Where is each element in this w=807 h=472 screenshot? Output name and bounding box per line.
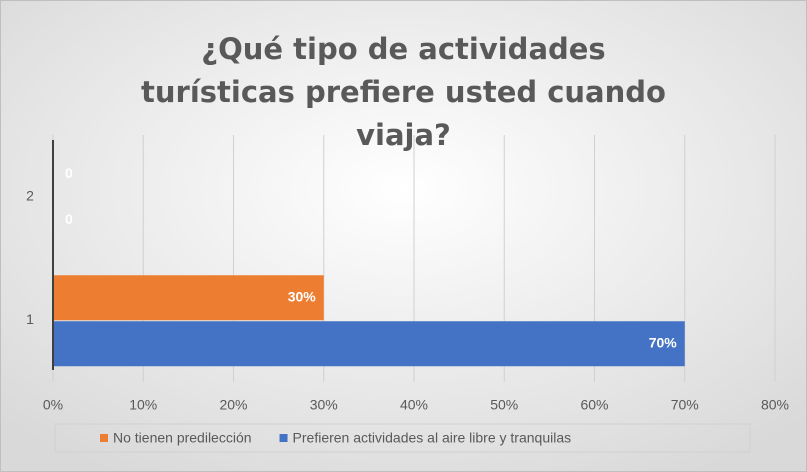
legend-swatch: [279, 434, 288, 442]
data-label: 30%: [288, 288, 317, 304]
bar: [53, 275, 324, 321]
x-tick-label: 0%: [43, 397, 63, 413]
legend-label: Prefieren actividades al aire libre y tr…: [293, 430, 572, 446]
legend-label: No tienen predilección: [113, 430, 252, 446]
legend-box: [54, 423, 751, 453]
chart-title: ¿Qué tipo de actividades turísticas pref…: [141, 32, 666, 152]
x-tick-label: 20%: [219, 397, 247, 413]
x-tick-label: 50%: [490, 397, 518, 413]
data-label: 0: [65, 165, 73, 181]
data-label: 70%: [649, 334, 678, 350]
bar: [53, 321, 685, 367]
x-tick-label: 70%: [671, 397, 699, 413]
data-label: 0: [65, 211, 73, 227]
x-tick-label: 80%: [761, 397, 789, 413]
x-tick-label: 40%: [400, 397, 428, 413]
y-tick-label: 1: [26, 311, 34, 327]
legend-swatch: [100, 434, 108, 442]
x-tick-label: 10%: [129, 397, 157, 413]
x-tick-label: 60%: [580, 397, 608, 413]
x-tick-label: 30%: [310, 397, 338, 413]
y-tick-label: 2: [26, 187, 34, 203]
